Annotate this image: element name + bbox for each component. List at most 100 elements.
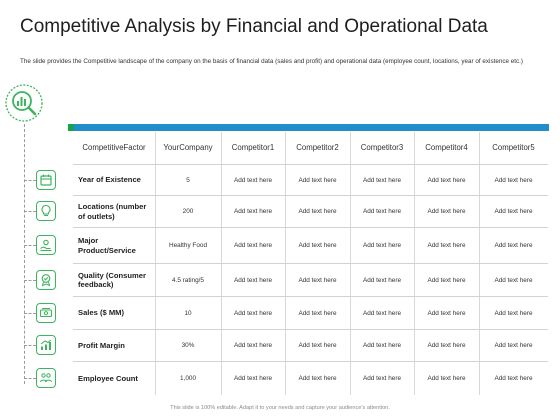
column-divider <box>350 196 351 227</box>
factor-label: Year of Existence <box>78 175 141 185</box>
column-divider <box>221 362 222 395</box>
column-divider <box>155 165 156 195</box>
column-header-line: Factor <box>123 143 146 153</box>
column-divider <box>285 264 286 296</box>
competitor-1-value: Add text here <box>233 375 272 382</box>
column-header-line: Competitor <box>296 143 335 153</box>
column-divider <box>479 165 480 195</box>
competitor-1-value: Add text here <box>233 309 272 317</box>
competitor-2-value: Add text here <box>298 342 337 349</box>
factor-label: Employee Count <box>78 373 138 383</box>
table-row: Major Product/Service Healthy Food Add tex… <box>73 227 548 263</box>
column-header-line: 4 <box>463 143 468 153</box>
column-divider <box>155 264 156 296</box>
column-header-line: Your <box>163 143 180 153</box>
company-value: Healthy Food <box>168 242 207 249</box>
column-divider <box>285 297 286 329</box>
competitor-4-value: Add text here <box>427 242 466 249</box>
column-header-line: Competitive <box>82 143 124 153</box>
competitor-4-value: Add text here <box>427 342 466 349</box>
company-value: 4.5 rating/5 <box>172 276 204 284</box>
calendar-icon <box>36 169 56 190</box>
connector-tick <box>24 345 36 346</box>
competitor-3-value: Add text here <box>362 375 401 382</box>
connector-line <box>24 124 25 384</box>
competitor-2-value: Add text here <box>298 208 337 215</box>
column-divider <box>221 228 222 263</box>
analysis-magnifier-icon <box>5 84 43 122</box>
column-divider <box>414 362 415 395</box>
column-header-line: Competitor <box>492 143 531 153</box>
competitor-1-value: Add text here <box>233 242 272 249</box>
column-divider <box>414 228 415 263</box>
company-value: 1,000 <box>180 375 196 382</box>
competitor-4-value: Add text here <box>427 176 466 184</box>
column-divider <box>479 330 480 361</box>
table-row: Locations (number of outlets) 200 Add text… <box>73 195 548 227</box>
page-title: Competitive Analysis by Financial and Op… <box>20 16 488 37</box>
competitor-5-value: Add text here <box>494 176 533 184</box>
company-value: 30% <box>181 342 195 349</box>
competitor-3-value: Add text here <box>362 242 401 249</box>
connector-tick <box>24 211 36 212</box>
page-subtitle: The slide provides the Competitive lands… <box>20 58 523 65</box>
competitor-2-value: Add text here <box>298 176 337 184</box>
column-divider <box>285 330 286 361</box>
column-divider <box>350 165 351 195</box>
column-divider <box>155 297 156 329</box>
connector-tick <box>24 179 36 181</box>
column-divider <box>285 228 286 263</box>
column-header: Competitor 2 <box>285 132 350 164</box>
competitor-1-value: Add text here <box>233 176 272 184</box>
hand-service-icon <box>36 235 56 255</box>
lightbulb-icon <box>36 201 56 221</box>
competitor-5-value: Add text here <box>494 309 533 317</box>
column-divider <box>285 132 286 164</box>
table-row: Employee Count 1,000 Add text here Add text… <box>73 361 548 395</box>
connector-tick <box>24 378 36 379</box>
column-divider <box>479 362 480 395</box>
column-header-line: Company <box>179 143 213 153</box>
column-divider <box>350 228 351 263</box>
competitor-5-value: Add text here <box>494 208 533 215</box>
column-divider <box>414 196 415 227</box>
column-divider <box>479 132 480 164</box>
column-divider <box>155 362 156 395</box>
competitor-1-value: Add text here <box>233 342 272 349</box>
column-header: Competitor 4 <box>414 132 479 164</box>
column-header-line: Competitor <box>425 143 464 153</box>
employees-icon <box>36 368 56 388</box>
competitor-5-value: Add text here <box>494 276 533 284</box>
factor-label: Quality (Consumer feedback) <box>78 270 146 289</box>
competitor-2-value: Add text here <box>298 242 337 249</box>
column-divider <box>414 132 415 164</box>
table-top-bar <box>68 124 549 131</box>
factor-label: Sales ($ MM) <box>78 308 124 318</box>
connector-tick <box>24 245 36 246</box>
column-header-line: 1 <box>269 143 275 153</box>
column-header-line: 2 <box>334 143 339 153</box>
column-divider <box>285 165 286 195</box>
column-header: Competitor 1 <box>221 132 285 164</box>
column-divider <box>155 330 156 361</box>
column-divider <box>221 264 222 296</box>
table-row: Quality (Consumer feedback) 4.5 rating/5 A… <box>73 263 548 296</box>
column-header: Competitor 5 <box>479 132 548 164</box>
column-divider <box>350 297 351 329</box>
growth-chart-icon <box>36 335 56 355</box>
column-header-line: 5 <box>530 143 535 153</box>
column-divider <box>285 196 286 227</box>
competitor-5-value: Add text here <box>494 342 533 349</box>
column-header: Competitive Factor <box>73 132 155 164</box>
column-divider <box>350 330 351 361</box>
competitor-3-value: Add text here <box>362 342 401 349</box>
column-divider <box>479 228 480 263</box>
column-divider <box>221 330 222 361</box>
competitor-4-value: Add text here <box>427 375 466 382</box>
column-header-line: Competitor <box>360 143 399 153</box>
competitor-4-value: Add text here <box>427 208 466 215</box>
company-value: 200 <box>182 208 194 215</box>
column-divider <box>479 196 480 227</box>
factor-label: Major Product/Service <box>78 236 136 255</box>
column-divider <box>221 297 222 329</box>
